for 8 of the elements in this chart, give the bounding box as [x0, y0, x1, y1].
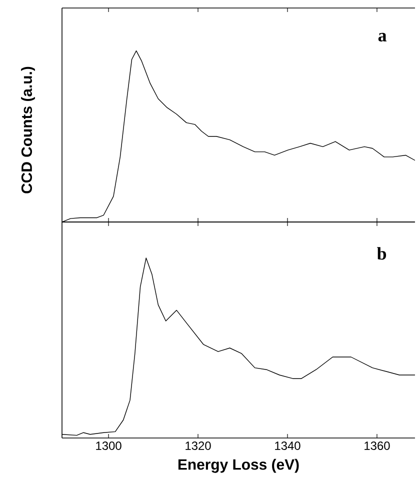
x-tick-label: 1340 — [275, 442, 300, 450]
y-axis-title: CCD Counts (a.u.) — [21, 66, 35, 194]
annotation: b — [377, 247, 386, 260]
x-axis-title: Energy Loss (eV) — [178, 458, 299, 473]
x-tick-label: 1360 — [364, 442, 390, 450]
text: a — [378, 32, 387, 42]
x-tick-label: 1320 — [186, 442, 211, 450]
x-tick-label: 1300 — [96, 442, 122, 450]
